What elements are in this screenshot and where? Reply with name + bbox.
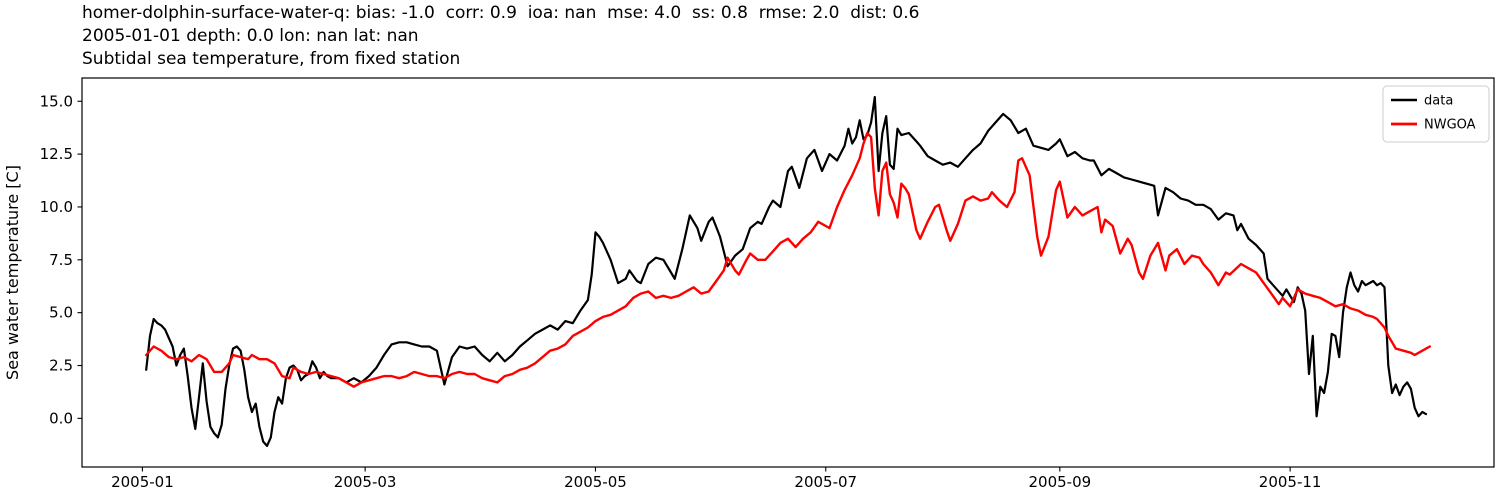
- x-tick-label: 2005-05: [564, 473, 627, 491]
- y-tick-label: 10.0: [40, 198, 73, 216]
- x-tick-label: 2005-01: [111, 473, 174, 491]
- series-line-data: [145, 95, 1428, 447]
- y-axis-label: Sea water temperature [C]: [3, 165, 22, 380]
- y-tick-label: 15.0: [40, 92, 73, 110]
- series-line-NWGOA: [145, 131, 1431, 388]
- y-tick-label: 7.5: [49, 251, 73, 269]
- y-tick-label: 0.0: [49, 409, 73, 427]
- plot-border: [81, 77, 1495, 468]
- legend-label-NWGOA: NWGOA: [1424, 118, 1476, 133]
- legend-label-data: data: [1424, 94, 1453, 109]
- title-description-line: Subtidal sea temperature, from fixed sta…: [82, 49, 461, 69]
- y-tick-label: 5.0: [49, 304, 73, 322]
- x-tick-label: 2005-09: [1028, 473, 1091, 491]
- title-stats-line: homer-dolphin-surface-water-q: bias: -1.…: [82, 3, 920, 23]
- y-tick-label: 12.5: [40, 145, 73, 163]
- x-tick-label: 2005-07: [794, 473, 857, 491]
- title-date-line: 2005-01-01 depth: 0.0 lon: nan lat: nan: [82, 26, 419, 46]
- chart-title-block: homer-dolphin-surface-water-q: bias: -1.…: [82, 2, 919, 71]
- x-tick-label: 2005-03: [334, 473, 397, 491]
- x-tick-label: 2005-11: [1259, 473, 1322, 491]
- y-tick-label: 2.5: [49, 357, 73, 375]
